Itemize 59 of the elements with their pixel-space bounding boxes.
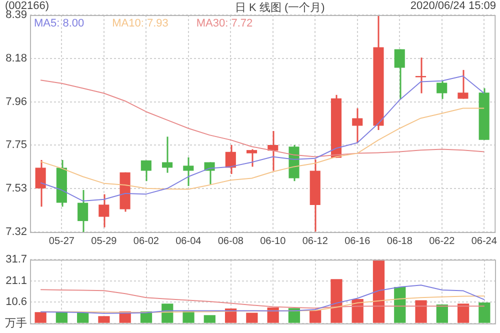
candlestick	[204, 161, 215, 186]
candlestick	[415, 56, 426, 94]
bar	[457, 304, 470, 323]
bar	[34, 312, 46, 323]
bar	[288, 308, 300, 323]
x-tick-label: 06-04	[176, 236, 202, 247]
bar	[182, 310, 194, 323]
x-tick-label: 06-22	[429, 236, 456, 247]
y-tick-label: 31.7	[6, 254, 27, 266]
y-tick-label: 7.32	[6, 226, 27, 238]
candlestick	[246, 148, 258, 168]
bar	[98, 316, 110, 323]
text: MA5: 8.00	[34, 18, 84, 30]
candlestick	[436, 80, 448, 100]
x-tick-label: 06-18	[386, 236, 413, 247]
bar	[330, 279, 342, 323]
bar	[56, 312, 68, 323]
bar	[415, 300, 427, 323]
y-tick-label: 万手	[5, 316, 27, 330]
x-tick-label: 06-02	[133, 236, 160, 247]
bar	[77, 312, 89, 323]
bar	[310, 310, 322, 323]
candlestick	[225, 144, 236, 175]
bar	[352, 299, 364, 323]
bar	[478, 302, 490, 323]
x-tick-label: 05-27	[48, 236, 75, 247]
x-tick-label: 06-12	[302, 236, 328, 247]
bar	[436, 304, 448, 323]
candlestick	[98, 194, 110, 228]
x-tick-label: 06-16	[344, 236, 371, 247]
text: MA30: 7.72	[196, 18, 253, 30]
candlestick	[140, 160, 152, 182]
bar	[394, 286, 406, 323]
candlestick	[78, 189, 88, 233]
candlestick	[183, 156, 194, 187]
text: (002166)	[5, 0, 50, 12]
bar	[267, 308, 279, 323]
x-tick-label: 06-24	[471, 236, 498, 247]
candlestick	[162, 136, 173, 174]
bar	[246, 312, 258, 323]
bar	[204, 315, 216, 323]
y-tick-label: 8.39	[6, 9, 27, 22]
candlestick	[394, 48, 405, 100]
bar	[372, 260, 385, 323]
chart-title: 日 K 线图 (一个月)	[235, 1, 325, 15]
text: MA10: 7.93	[112, 18, 168, 30]
y-tick-label: 7.53	[6, 182, 27, 195]
y-tick-label: 8.18	[6, 52, 27, 64]
x-tick-label: 05-29	[91, 236, 118, 247]
y-tick-label: 7.96	[6, 96, 27, 108]
candlestick	[352, 108, 363, 144]
y-tick-label: 21.1	[6, 274, 27, 287]
y-tick-label: 7.75	[6, 139, 27, 152]
y-tick-label: 10.6	[6, 296, 27, 308]
candlestick	[35, 159, 46, 208]
x-tick-label: 06-10	[260, 236, 286, 247]
candlestick	[458, 69, 468, 100]
x-tick-label: 06-08	[218, 236, 244, 247]
text: 2020/06/24 15:09	[410, 0, 496, 12]
